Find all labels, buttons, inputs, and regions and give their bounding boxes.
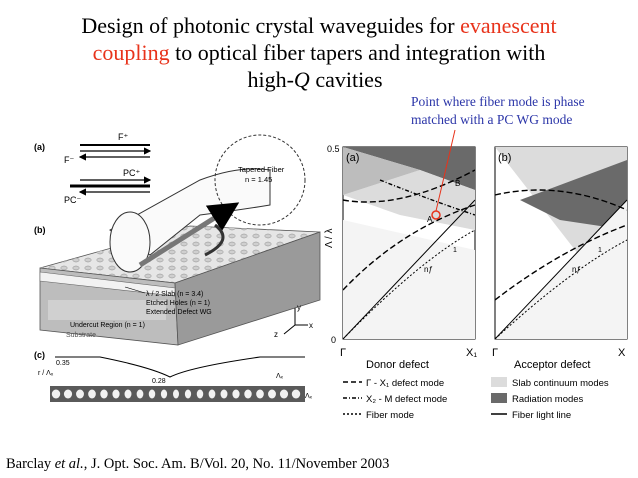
etched-hole bbox=[279, 389, 289, 399]
panel-a-label: (a) bbox=[346, 152, 359, 164]
r-axis-label: r / Λₓ bbox=[38, 370, 54, 377]
etched-hole bbox=[208, 389, 216, 399]
undercut-label: Undercut Region (n = 1) bbox=[70, 322, 145, 329]
etched-hole bbox=[268, 389, 276, 399]
etched-hole bbox=[76, 389, 84, 399]
etched-hole bbox=[136, 389, 144, 399]
axis-z-label: z bbox=[274, 330, 278, 339]
fig-label-c: (c) bbox=[34, 350, 45, 360]
acceptor-label: Acceptor defect bbox=[514, 359, 590, 371]
etched-hole bbox=[220, 389, 228, 399]
lambda-x-label: Λₓ bbox=[276, 373, 284, 380]
one-label-b: 1 bbox=[598, 247, 602, 254]
etched-hole bbox=[160, 389, 168, 399]
etched-hole bbox=[244, 389, 252, 399]
substrate-label: Substrate bbox=[66, 332, 96, 339]
x1-label: X₁ bbox=[466, 347, 477, 359]
axis-y-label: y bbox=[297, 303, 301, 312]
holes-label: Etched Holes (n = 1) bbox=[146, 300, 210, 307]
fig-label-a: (a) bbox=[34, 142, 45, 152]
y-top-label: 0.5 bbox=[327, 144, 340, 154]
fiber-index-label: n = 1.45 bbox=[245, 175, 272, 184]
phase-match-annotation: Point where fiber mode is phase matched … bbox=[411, 94, 585, 127]
pc-plus-label: PC⁺ bbox=[123, 168, 141, 178]
val-028-label: 0.28 bbox=[152, 378, 166, 385]
f-plus-label: F⁺ bbox=[118, 132, 128, 142]
x-label: X bbox=[618, 347, 626, 359]
tapered-fiber-label: Tapered Fiber bbox=[238, 165, 285, 174]
slide-title: Design of photonic crystal waveguides fo… bbox=[81, 13, 557, 92]
etched-hole bbox=[88, 389, 96, 399]
etched-hole bbox=[112, 389, 120, 399]
nf-label-a: nƒ bbox=[424, 265, 433, 274]
etched-hole bbox=[184, 389, 192, 399]
fig-label-b: (b) bbox=[34, 225, 46, 235]
y-bottom-label: 0 bbox=[331, 335, 336, 345]
legend-fiber-mode: Fiber mode bbox=[366, 410, 414, 421]
etched-hole bbox=[232, 389, 240, 399]
legend-x2-m: X₂ - M defect mode bbox=[366, 394, 447, 405]
defect-wg-label: Extended Defect WG bbox=[146, 309, 212, 316]
etched-hole bbox=[256, 389, 264, 399]
etched-hole bbox=[291, 389, 301, 399]
etched-hole bbox=[173, 389, 179, 399]
etched-hole bbox=[124, 389, 132, 399]
one-label-a: 1 bbox=[453, 247, 457, 254]
slab-label: λ / 2 Slab (n = 3.4) bbox=[146, 291, 203, 298]
gamma-b-label: Γ bbox=[492, 347, 498, 359]
legend-gamma-x1: Γ - X₁ defect mode bbox=[366, 378, 444, 389]
f-minus-label: F⁻ bbox=[64, 155, 74, 165]
point-b-label: B bbox=[455, 179, 460, 188]
gamma-a-label: Γ bbox=[340, 347, 346, 359]
legend-slab-continuum: Slab continuum modes bbox=[512, 378, 609, 389]
axis-x-label: x bbox=[309, 321, 313, 330]
pc-minus-label: PC⁻ bbox=[64, 195, 82, 205]
legend-radiation: Radiation modes bbox=[512, 394, 584, 405]
panel-b-label: (b) bbox=[498, 152, 511, 164]
etched-hole bbox=[148, 389, 156, 399]
point-a-label: A bbox=[427, 215, 433, 224]
lambda-z-label: Λₓ bbox=[305, 393, 313, 400]
donor-label: Donor defect bbox=[366, 359, 429, 371]
etched-hole bbox=[51, 389, 61, 399]
etched-hole bbox=[196, 389, 204, 399]
etched-hole bbox=[100, 389, 108, 399]
citation: Barclay et al., J. Opt. Soc. Am. B/Vol. … bbox=[6, 456, 390, 472]
val-035-label: 0.35 bbox=[56, 360, 70, 367]
nf-label-b: nƒ bbox=[572, 265, 581, 274]
legend-fiber-light-line: Fiber light line bbox=[512, 410, 571, 421]
y-axis-label: Λ / λ bbox=[324, 229, 335, 248]
etched-hole bbox=[63, 389, 73, 399]
